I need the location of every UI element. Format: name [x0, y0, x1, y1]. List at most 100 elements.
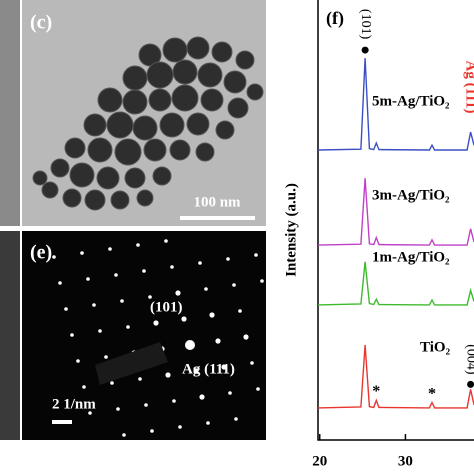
- beam-stopper: [95, 342, 168, 385]
- spot: [172, 399, 176, 403]
- spot: [254, 253, 258, 257]
- xrd-curve: [317, 344, 474, 409]
- nanoparticle: [87, 137, 113, 163]
- nanoparticle: [122, 65, 148, 91]
- spot: [178, 425, 182, 429]
- nanoparticle: [122, 89, 148, 115]
- spot: [104, 355, 108, 359]
- spot: [250, 361, 254, 365]
- spot: [185, 340, 195, 350]
- spot: [136, 243, 140, 247]
- nanoparticle: [106, 111, 134, 139]
- panel-label: (c): [30, 12, 52, 34]
- spot: [70, 333, 74, 337]
- spot: [108, 247, 112, 251]
- series-label: 1m-Ag/TiO₂: [372, 249, 450, 265]
- scale-bar: [180, 216, 255, 220]
- spot: [110, 381, 114, 385]
- nanoparticles: [32, 36, 264, 211]
- panel-label: (f): [326, 8, 344, 29]
- annotation: (004): [463, 344, 474, 375]
- nanoparticle: [146, 61, 174, 89]
- series-label: 5m-Ag/TiO₂: [372, 93, 450, 109]
- spot: [215, 338, 221, 344]
- nanoparticle: [84, 189, 106, 211]
- nanoparticle: [114, 138, 142, 166]
- series-label: TiO₂: [420, 339, 451, 355]
- tem-strip: [0, 231, 20, 440]
- spot: [232, 283, 236, 287]
- scale-label: 2 1/nm: [52, 396, 96, 412]
- spot: [82, 385, 86, 389]
- nanoparticle: [64, 137, 86, 159]
- nanoparticle: [227, 97, 249, 119]
- spot: [120, 299, 124, 303]
- spot: [175, 290, 181, 296]
- ring-label: Ag (111): [182, 361, 235, 377]
- nanoparticle: [110, 190, 130, 210]
- spot: [144, 403, 148, 407]
- spot: [209, 312, 215, 318]
- peak-marker: [361, 46, 369, 54]
- nanoparticle: [159, 112, 185, 138]
- spot: [170, 265, 174, 269]
- scale-label: 100 nm: [193, 194, 241, 210]
- tem-image: [22, 0, 266, 226]
- peak-marker: [467, 380, 474, 388]
- series-label: 3m-Ag/TiO₂: [372, 187, 450, 203]
- scale-bar: [52, 420, 72, 424]
- ring-label: (101): [150, 299, 183, 315]
- spot: [206, 421, 210, 425]
- nanoparticle: [152, 166, 172, 186]
- spot: [52, 255, 56, 259]
- spot: [80, 251, 84, 255]
- annotation: Ag (111): [463, 61, 474, 114]
- nanoparticle: [246, 83, 264, 101]
- nanoparticle: [171, 84, 199, 112]
- annotation: *: [372, 383, 380, 400]
- spot: [238, 309, 242, 313]
- spot: [164, 239, 168, 243]
- spot: [76, 359, 80, 363]
- spot: [228, 391, 232, 395]
- nanoparticle: [132, 115, 158, 141]
- spot: [260, 279, 264, 283]
- nanoparticle: [62, 188, 82, 208]
- nanoparticle: [83, 113, 107, 137]
- spot: [98, 329, 102, 333]
- nanoparticle: [235, 50, 255, 70]
- spot: [204, 287, 208, 291]
- xrd-curve: [317, 178, 474, 246]
- spot: [165, 372, 171, 378]
- spot: [92, 303, 96, 307]
- nanoparticle: [172, 59, 198, 85]
- nanoparticle: [124, 167, 146, 189]
- nanoparticle: [50, 158, 70, 178]
- xrd-curve: [317, 58, 474, 151]
- diffraction-spots: [52, 239, 264, 437]
- nanoparticle: [215, 120, 235, 140]
- spot: [226, 257, 230, 261]
- spot: [116, 407, 120, 411]
- nanoparticle: [97, 87, 123, 113]
- nanoparticle: [148, 88, 172, 112]
- spot: [58, 281, 62, 285]
- nanoparticle: [211, 41, 233, 63]
- nanoparticle: [223, 70, 247, 94]
- spot: [198, 261, 202, 265]
- panel-label: (e): [30, 242, 52, 264]
- spot: [256, 387, 260, 391]
- nanoparticle: [186, 36, 210, 60]
- spot: [221, 364, 227, 370]
- nanoparticle: [195, 142, 215, 162]
- plot-frame: [317, 0, 474, 441]
- spot: [64, 307, 68, 311]
- spot: [148, 295, 152, 299]
- spot: [138, 377, 142, 381]
- spot: [126, 325, 130, 329]
- nanoparticle: [200, 88, 224, 112]
- x-tick-label: 20: [312, 453, 327, 469]
- spot: [153, 320, 159, 326]
- nanoparticle: [96, 166, 120, 190]
